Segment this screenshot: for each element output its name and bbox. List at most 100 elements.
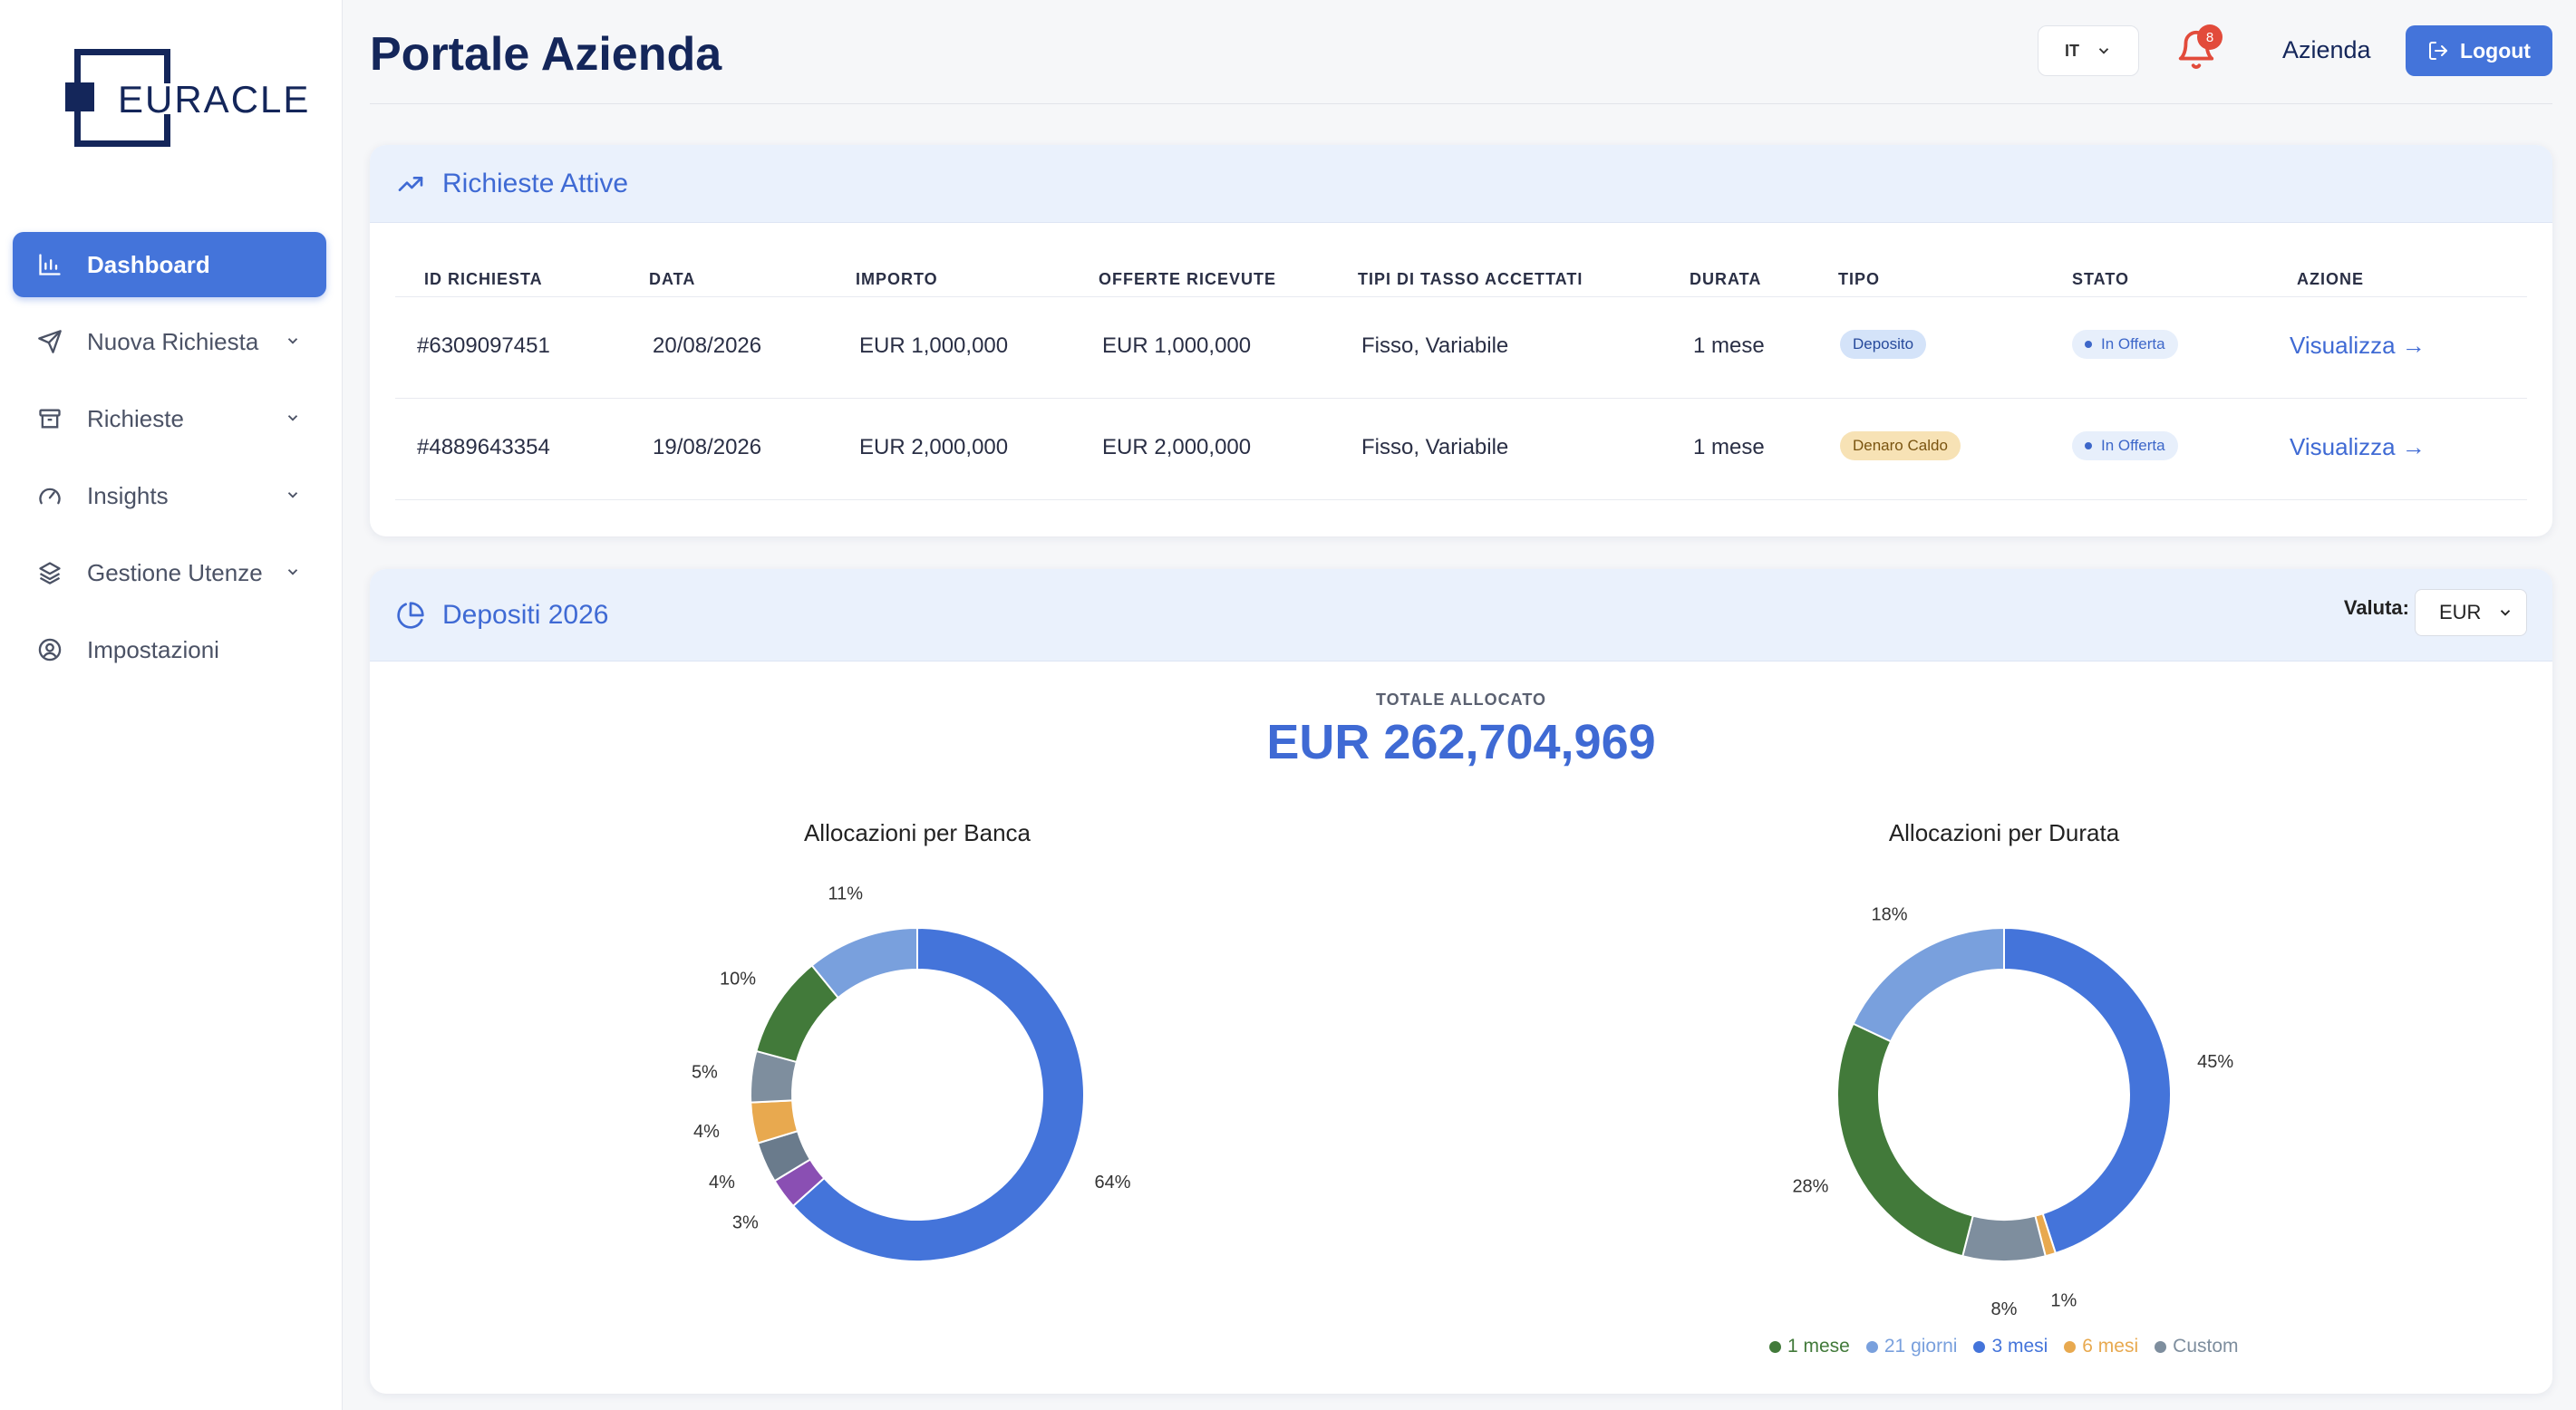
logout-label: Logout [2460, 38, 2531, 63]
slice-label: 4% [709, 1173, 735, 1193]
chevron-down-icon [287, 338, 298, 344]
donut-chart-duration: 45% 1% 8% 28% 18% [1792, 905, 2233, 1319]
legend-dot [2064, 1340, 2077, 1353]
language-select[interactable]: IT [2038, 25, 2139, 76]
legend-item[interactable]: 3 mesi [1973, 1336, 2048, 1357]
slice-label: 45% [2197, 1052, 2233, 1072]
trending-up-icon [395, 169, 426, 199]
company-link[interactable]: Azienda [2282, 36, 2371, 63]
total-allocated-value: EUR 262,704,969 [1266, 715, 1656, 769]
legend-dot [1973, 1340, 1986, 1353]
sidebar-item-richieste[interactable]: Richieste [13, 386, 326, 451]
legend-label: 1 mese [1787, 1336, 1850, 1357]
active-requests-header: Richieste Attive [370, 145, 2552, 223]
donut-slice[interactable] [1836, 1022, 1974, 1258]
request-date: 19/08/2026 [653, 435, 762, 459]
view-link[interactable]: Visualizza → [2290, 332, 2426, 359]
slice-label: 1% [2050, 1291, 2077, 1311]
gauge-icon [36, 482, 63, 509]
slice-label: 18% [1872, 905, 1908, 925]
legend-label: 3 mesi [1991, 1336, 2048, 1357]
pie-chart-icon [395, 600, 426, 631]
table-row: #6309097451 20/08/2026 EUR 1,000,000 EUR… [395, 297, 2527, 399]
chevron-down-icon [2098, 48, 2109, 54]
legend-dot [2155, 1340, 2167, 1353]
chevron-down-icon [287, 492, 298, 498]
column-header: ID RICHIESTA [424, 270, 543, 288]
logout-button[interactable]: Logout [2406, 25, 2552, 76]
active-requests-card: Richieste Attive ID RICHIESTA DATA IMPOR… [370, 145, 2552, 536]
archive-icon [36, 405, 63, 432]
donut-slice[interactable] [2003, 926, 2172, 1255]
slice-label: 3% [732, 1212, 759, 1232]
table-header: ID RICHIESTA DATA IMPORTO OFFERTE RICEVU… [395, 250, 2527, 297]
donut-slice[interactable] [791, 926, 1085, 1262]
request-amount: EUR 1,000,000 [859, 333, 1009, 358]
total-allocated-label: TOTALE ALLOCATO [1376, 691, 1546, 709]
sidebar-item-label: Impostazioni [87, 635, 219, 663]
chart-title-duration: Allocazioni per Durata [1888, 819, 2120, 846]
send-icon [36, 328, 63, 355]
legend-label: 21 giorni [1884, 1336, 1958, 1357]
legend-label: Custom [2173, 1336, 2239, 1357]
rate-types: Fisso, Variabile [1361, 435, 1509, 459]
slice-label: 64% [1094, 1173, 1130, 1193]
donut-slice[interactable] [1852, 926, 2005, 1043]
deposits-title: Depositi 2026 [442, 599, 609, 630]
donut-slice[interactable] [1961, 1214, 2047, 1262]
sidebar-item-label: Insights [87, 481, 169, 509]
sidebar-nav: Dashboard Nuova Richiesta Richieste Insi… [13, 232, 326, 694]
view-link[interactable]: Visualizza → [2290, 433, 2426, 460]
table-row: #4889643354 19/08/2026 EUR 2,000,000 EUR… [395, 399, 2527, 500]
column-header: TIPI DI TASSO ACCETTATI [1358, 270, 1583, 288]
deposits-header: Depositi 2026 [370, 569, 2552, 662]
requests-table: ID RICHIESTA DATA IMPORTO OFFERTE RICEVU… [395, 250, 2527, 500]
legend-item[interactable]: 6 mesi [2064, 1336, 2138, 1357]
sidebar-item-impostazioni[interactable]: Impostazioni [13, 617, 326, 682]
duration: 1 mese [1693, 333, 1765, 358]
column-header: AZIONE [2297, 270, 2365, 288]
notification-badge: 8 [2197, 24, 2223, 50]
offers-received: EUR 1,000,000 [1102, 333, 1252, 358]
column-header: TIPO [1838, 270, 1881, 288]
logo-text: EURACLE [118, 78, 311, 121]
layers-icon [36, 559, 63, 586]
request-date: 20/08/2026 [653, 333, 762, 358]
legend-item[interactable]: 21 giorni [1865, 1336, 1958, 1357]
currency-select[interactable]: EUR [2415, 589, 2527, 636]
legend-dot [1769, 1340, 1781, 1353]
active-requests-title: Richieste Attive [442, 168, 629, 198]
sidebar-item-insights[interactable]: Insights [13, 463, 326, 528]
request-id: #4889643354 [417, 435, 550, 459]
page-title: Portale Azienda [370, 28, 722, 81]
status-label: In Offerta [2101, 335, 2165, 352]
request-amount: EUR 2,000,000 [859, 435, 1009, 459]
slice-label: 10% [720, 970, 756, 990]
status-badge: In Offerta [2072, 330, 2178, 359]
legend-dot [1865, 1340, 1878, 1353]
sidebar-item-label: Nuova Richiesta [87, 327, 259, 355]
sidebar-item-nuova-richiesta[interactable]: Nuova Richiesta [13, 309, 326, 374]
type-badge: Deposito [1840, 330, 1927, 359]
sidebar-item-label: Richieste [87, 404, 184, 432]
legend-item[interactable]: 1 mese [1769, 1336, 1850, 1357]
slice-label: 4% [693, 1122, 720, 1142]
chart-legend: 1 mese 21 giorni 3 mesi 6 mesi Custom [1769, 1336, 2239, 1357]
slice-label: 8% [1991, 1299, 2018, 1319]
status-label: In Offerta [2101, 437, 2165, 454]
language-value: IT [2065, 41, 2079, 60]
user-circle-icon [36, 636, 63, 663]
donut-slice[interactable] [810, 926, 918, 1000]
sidebar-item-label: Dashboard [87, 250, 210, 278]
sidebar-item-gestione-utenze[interactable]: Gestione Utenze [13, 540, 326, 605]
column-header: DATA [649, 270, 696, 288]
donut-chart-bank: 64% 3% 4% 4% 5% 10% 11% [692, 884, 1131, 1262]
sidebar-item-dashboard[interactable]: Dashboard [13, 232, 326, 297]
legend-label: 6 mesi [2082, 1336, 2139, 1357]
euracle-logo[interactable]: EURACLE [65, 47, 308, 149]
slice-label: 5% [692, 1062, 718, 1082]
column-header: DURATA [1690, 270, 1762, 288]
legend-item[interactable]: Custom [2155, 1336, 2239, 1357]
header-divider [370, 103, 2552, 104]
duration: 1 mese [1693, 435, 1765, 459]
